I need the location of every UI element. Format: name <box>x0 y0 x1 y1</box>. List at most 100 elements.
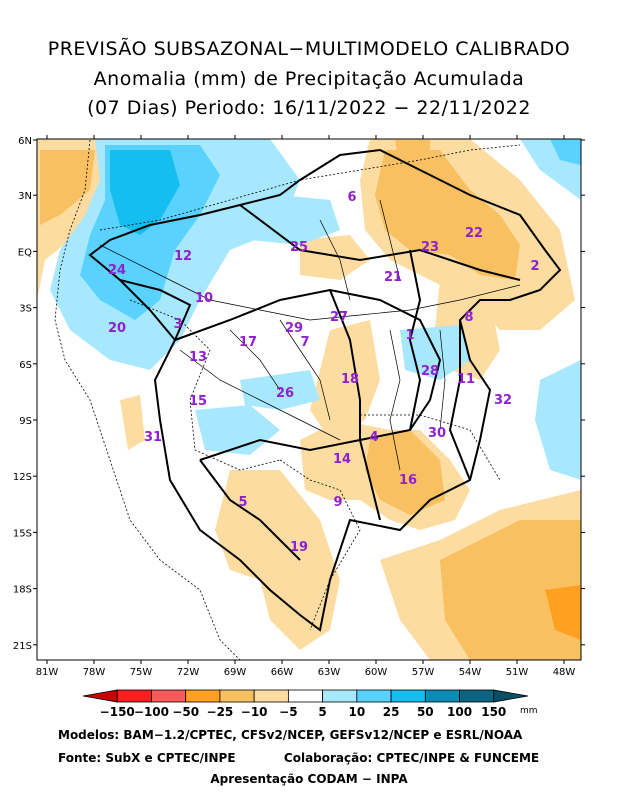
x-tick-label: 63W <box>318 667 341 678</box>
wet-anomaly-region <box>110 150 180 235</box>
dry-anomaly-region <box>40 150 95 225</box>
colorbar-swatch <box>116 689 152 703</box>
x-tick-label: 72W <box>177 667 200 678</box>
title-line-1: PREVISÃO SUBSAZONAL−MULTIMODELO CALIBRAD… <box>47 38 571 60</box>
colorbar-swatch <box>287 689 324 703</box>
title-line-2: Anomalia (mm) de Precipitação Acumulada <box>93 68 525 90</box>
basin-label-16: 16 <box>399 473 417 488</box>
x-axis-labels: 81W 78W 75W 72W 69W 66W 63W 60W 57W 54W 51W 48W <box>36 667 576 678</box>
basin-label-29: 29 <box>285 321 303 336</box>
dry-anomaly-region <box>440 520 581 660</box>
colorbar-label: −100 <box>134 705 169 719</box>
footer-source: Fonte: SubX e CPTEC/INPE <box>58 751 236 765</box>
colorbar-swatch <box>424 689 460 703</box>
colorbar-label: 150 <box>481 705 506 719</box>
colorbar-unit: mm <box>520 706 538 716</box>
x-tick-label: 66W <box>271 667 294 678</box>
basin-label-28: 28 <box>421 364 439 379</box>
colorbar-label: −5 <box>279 705 297 719</box>
basin-label-13: 13 <box>189 350 207 365</box>
colorbar-label: 25 <box>383 705 400 719</box>
basin-label-9: 9 <box>333 495 342 510</box>
footer-presentation: Apresentação CODAM − INPA <box>210 772 408 786</box>
colorbar-label: 100 <box>447 705 472 719</box>
basin-label-14: 14 <box>333 452 351 467</box>
basin-label-23: 23 <box>421 240 439 255</box>
colorbar-label: −10 <box>241 705 268 719</box>
wet-anomaly-region <box>230 190 340 245</box>
colorbar-swatch <box>151 689 187 703</box>
footer-sources: Fonte: SubX e CPTEC/INPE Colaboração: CP… <box>58 751 618 765</box>
colorbar-label: 10 <box>348 705 365 719</box>
basin-labels: 1234567891011121314151617181920212223242… <box>108 190 540 555</box>
x-tick-label: 48W <box>553 667 576 678</box>
basin-label-4: 4 <box>369 430 378 445</box>
y-tick-label: EQ <box>18 247 32 258</box>
dry-anomaly-region <box>300 235 370 280</box>
footer-collaboration: Colaboração: CPTEC/INPE & FUNCEME <box>283 751 540 765</box>
y-tick-label: 3S <box>19 304 32 315</box>
colorbar-swatch <box>322 689 358 703</box>
colorbar-swatch <box>493 689 529 703</box>
basin-label-21: 21 <box>384 270 402 285</box>
basin-label-26: 26 <box>276 386 294 401</box>
title-line-3: (07 Dias) Periodo: 16/11/2022 − 22/11/20… <box>87 97 531 119</box>
x-tick-label: 54W <box>459 667 482 678</box>
colorbar-swatch <box>459 689 495 703</box>
basin-label-11: 11 <box>457 372 475 387</box>
basin-label-27: 27 <box>330 310 348 325</box>
basin-label-1: 1 <box>405 328 414 343</box>
x-tick-label: 60W <box>365 667 388 678</box>
basin-outlines <box>88 148 562 632</box>
y-tick-label: 12S <box>13 472 32 483</box>
map-frame <box>36 138 582 661</box>
colorbar-label: −50 <box>172 705 199 719</box>
country-borders <box>54 139 521 660</box>
wet-anomaly-region <box>535 360 581 480</box>
y-tick-label: 3N <box>18 191 32 202</box>
wet-anomaly-region <box>195 405 280 455</box>
x-tick-label: 51W <box>506 667 529 678</box>
basin-label-19: 19 <box>290 540 308 555</box>
basin-label-32: 32 <box>494 393 512 408</box>
axis-tick-marks <box>33 135 585 664</box>
river-network <box>99 199 521 471</box>
wet-anomaly-region <box>550 139 581 165</box>
colorbar-swatch <box>390 689 426 703</box>
dry-anomaly-region <box>375 150 520 280</box>
basin-label-7: 7 <box>300 335 309 350</box>
colorbar: −150 −100 −50 −25 −10 −5 5 10 25 50 100 150 <box>82 689 529 719</box>
y-tick-label: 6S <box>19 360 32 371</box>
y-tick-label: 21S <box>13 641 32 652</box>
basin-label-15: 15 <box>189 394 207 409</box>
x-tick-label: 81W <box>36 667 59 678</box>
basin-label-25: 25 <box>290 240 308 255</box>
colorbar-swatch <box>185 689 221 703</box>
basin-label-6: 6 <box>347 190 356 205</box>
dry-anomaly-region <box>545 585 581 640</box>
colorbar-label: 5 <box>318 705 326 719</box>
colorbar-swatch <box>82 689 118 703</box>
basin-label-8: 8 <box>464 310 473 325</box>
basin-label-3: 3 <box>173 317 182 332</box>
x-tick-label: 69W <box>224 667 247 678</box>
colorbar-label: −25 <box>207 705 234 719</box>
colorbar-label: −150 <box>100 705 135 719</box>
x-tick-label: 57W <box>412 667 435 678</box>
y-tick-label: 9S <box>19 416 32 427</box>
basin-label-2: 2 <box>530 259 539 274</box>
basin-label-31: 31 <box>144 430 162 445</box>
basin-label-5: 5 <box>238 495 247 510</box>
y-tick-label: 6N <box>18 136 32 147</box>
y-tick-label: 18S <box>13 585 32 596</box>
basin-label-22: 22 <box>465 226 483 241</box>
colorbar-swatch <box>219 689 255 703</box>
footer-models: Modelos: BAM−1.2/CPTEC, CFSv2/NCEP, GEFS… <box>58 728 523 742</box>
dry-anomaly-region <box>120 395 145 450</box>
x-tick-label: 78W <box>83 667 106 678</box>
basin-label-24: 24 <box>108 263 126 278</box>
colorbar-swatch <box>253 689 289 703</box>
basin-label-17: 17 <box>239 335 257 350</box>
basin-label-18: 18 <box>341 372 359 387</box>
